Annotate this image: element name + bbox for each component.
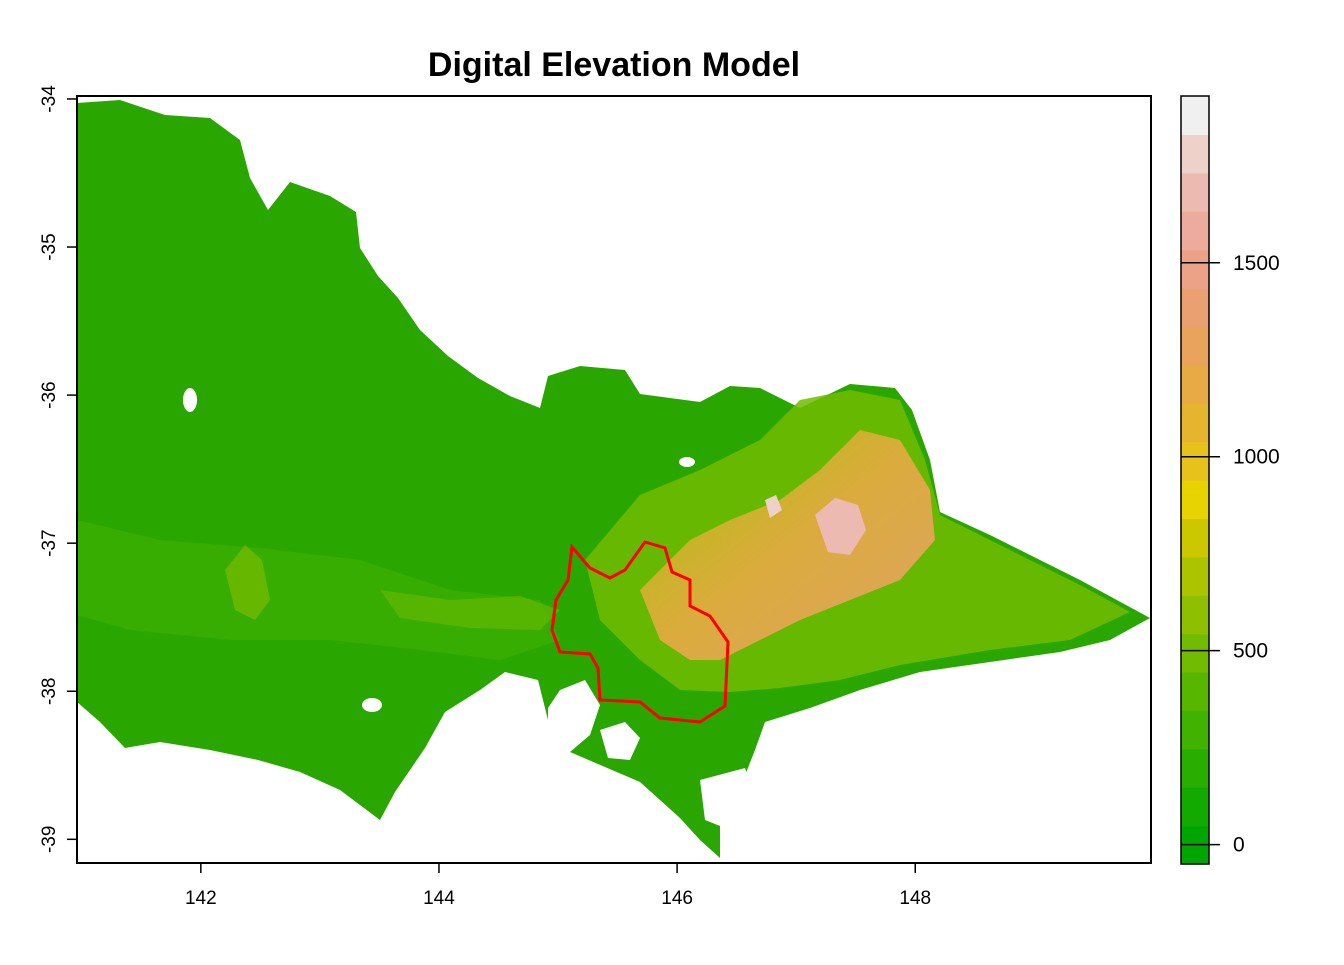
y-axis: -34 -35 -36 -37 -38 -39: [39, 85, 77, 853]
highland-core: [640, 430, 935, 660]
y-tick-label: -39: [39, 826, 60, 853]
midland-ridge: [380, 590, 560, 630]
x-tick-label: 144: [423, 888, 455, 909]
y-tick-label: -38: [39, 678, 60, 705]
gippsland-water: [700, 768, 755, 830]
colorbar-tick-label: 500: [1233, 640, 1268, 663]
x-tick-label: 148: [899, 888, 931, 909]
colorbar-band: [1181, 633, 1209, 673]
y-tick-label: -34: [39, 85, 60, 113]
plains-band: [77, 520, 560, 660]
colorbar-band: [1181, 364, 1209, 404]
western-ridge: [225, 545, 270, 620]
colorbar-band: [1181, 710, 1209, 750]
colorbar-band: [1181, 480, 1209, 519]
x-tick-label: 142: [185, 888, 217, 909]
inland-lake-3: [362, 698, 382, 712]
colorbar-band: [1181, 288, 1209, 327]
elevation-colorbar: 0 500 1000 1500: [1180, 95, 1280, 865]
colorbar-band: [1181, 96, 1209, 135]
colorbar-band: [1181, 595, 1209, 635]
elevation-raster: [77, 100, 1150, 858]
colorbar-tick-label: 0: [1233, 834, 1245, 857]
colorbar-band: [1181, 556, 1209, 596]
western-port-bay: [600, 722, 640, 760]
inland-lake-2: [679, 457, 695, 467]
plot-frame: [76, 95, 1152, 864]
colorbar-band: [1181, 748, 1209, 788]
colorbar-tick-label: 1500: [1233, 252, 1280, 275]
colorbar-frame: [1180, 95, 1210, 865]
alpine-peaks: [815, 498, 866, 555]
colorbar-band: [1181, 441, 1209, 481]
colorbar-band: [1181, 249, 1209, 289]
colorbar-band: [1181, 518, 1209, 558]
colorbar-band: [1181, 134, 1209, 174]
colorbar-band: [1181, 326, 1209, 366]
alpine-peaks-2: [765, 495, 782, 518]
inland-lake-1: [183, 388, 197, 412]
study-area-boundary: [550, 540, 730, 724]
port-phillip-bay: [548, 680, 600, 752]
y-tick-label: -36: [39, 381, 60, 408]
colorbar-tick-label: 1000: [1233, 446, 1280, 469]
colorbar-band: [1181, 172, 1209, 212]
colorbar-band: [1181, 403, 1209, 443]
x-axis: 142 144 146 148: [185, 863, 931, 909]
y-tick-label: -35: [39, 233, 60, 260]
colorbar-band: [1181, 672, 1209, 711]
x-tick-label: 146: [661, 888, 693, 909]
map-title: Digital Elevation Model: [428, 46, 800, 84]
y-tick-label: -37: [39, 529, 60, 556]
colorbar-band: [1181, 211, 1209, 251]
colorbar-band: [1181, 787, 1209, 827]
